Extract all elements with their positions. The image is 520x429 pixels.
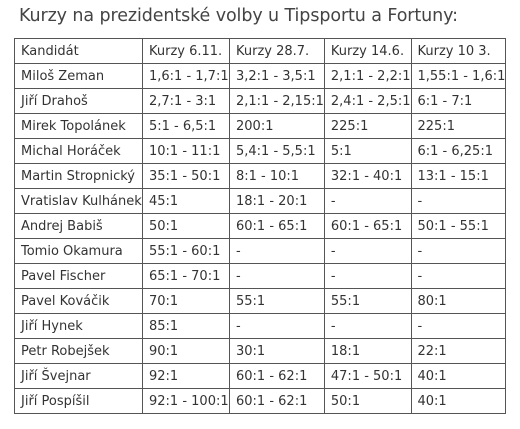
odds-6-11-cell: 45:1	[142, 188, 230, 214]
odds-10-3-cell: -	[410, 238, 507, 264]
odds-14-6-cell: -	[323, 263, 412, 289]
odds-10-3-cell: -	[410, 313, 507, 339]
table-row: Tomio Okamura 55:1 - 60:1- - -	[14, 238, 507, 264]
odds-28-7-cell: 5,4:1 - 5,5:1	[229, 138, 325, 164]
odds-10-3-cell: 50:1 - 55:1	[410, 213, 507, 239]
header-odds-10-3: Kurzy 10 3.	[410, 38, 507, 64]
odds-10-3-cell: 40:1	[410, 363, 507, 389]
odds-6-11-cell: 92:1 - 100:1	[142, 388, 230, 414]
odds-14-6-cell: 50:1	[323, 388, 412, 414]
candidate-cell: Martin Stropnický	[14, 163, 143, 189]
table-row: Martin Stropnický 35:1 - 50:1 8:1 - 10:1 32…	[14, 163, 507, 189]
odds-table: Kandidát Kurzy 6.11. Kurzy 28.7. Kurzy 1…	[14, 38, 507, 414]
odds-28-7-cell: 55:1	[229, 288, 325, 314]
odds-6-11-cell: 55:1 - 60:1	[142, 238, 230, 264]
odds-14-6-cell: 5:1	[323, 138, 412, 164]
odds-14-6-cell: -	[323, 313, 412, 339]
odds-14-6-cell: 18:1	[323, 338, 412, 364]
candidate-cell: Pavel Kováčik	[14, 288, 143, 314]
odds-10-3-cell: -	[410, 263, 507, 289]
table-row: Pavel Fischer 65:1 - 70:1- - -	[14, 263, 507, 289]
table-row: Vratislav Kulhánek 45:1 18:1 - 20:1- -	[14, 188, 507, 214]
odds-14-6-cell: 47:1 - 50:1	[323, 363, 412, 389]
candidate-cell: Jiří Švejnar	[14, 363, 143, 389]
odds-10-3-cell: 22:1	[410, 338, 507, 364]
odds-14-6-cell: -	[323, 188, 412, 214]
table-row: Jiří Švejnar 92:1 60:1 - 62:1 47:1 - 50:1 40…	[14, 363, 507, 389]
table-body: Miloš Zeman 1,6:1 - 1,7:1 3,2:1 - 3,5:1 2,1…	[14, 63, 507, 414]
table-header-row: Kandidát Kurzy 6.11. Kurzy 28.7. Kurzy 1…	[14, 38, 507, 64]
candidate-cell: Petr Robejšek	[14, 338, 143, 364]
odds-14-6-cell: 55:1	[323, 288, 412, 314]
odds-28-7-cell: 8:1 - 10:1	[229, 163, 325, 189]
odds-6-11-cell: 65:1 - 70:1	[142, 263, 230, 289]
odds-10-3-cell: 1,55:1 - 1,6:1	[410, 63, 507, 89]
odds-28-7-cell: 2,1:1 - 2,15:1	[229, 88, 325, 114]
odds-28-7-cell: -	[229, 313, 325, 339]
candidate-cell: Jiří Drahoš	[14, 88, 143, 114]
header-candidate: Kandidát	[14, 38, 143, 64]
candidate-cell: Jiří Hynek	[14, 313, 143, 339]
odds-6-11-cell: 10:1 - 11:1	[142, 138, 230, 164]
odds-14-6-cell: 2,1:1 - 2,2:1	[323, 63, 412, 89]
odds-14-6-cell: 32:1 - 40:1	[323, 163, 412, 189]
odds-14-6-cell: 60:1 - 65:1	[323, 213, 412, 239]
odds-6-11-cell: 2,7:1 - 3:1	[142, 88, 230, 114]
odds-6-11-cell: 50:1	[142, 213, 230, 239]
candidate-cell: Jiří Pospíšil	[14, 388, 143, 414]
candidate-cell: Pavel Fischer	[14, 263, 143, 289]
odds-28-7-cell: 30:1	[229, 338, 325, 364]
table-row: Miloš Zeman 1,6:1 - 1,7:1 3,2:1 - 3,5:1 2,1…	[14, 63, 507, 89]
odds-28-7-cell: 200:1	[229, 113, 325, 139]
table-row: Michal Horáček 10:1 - 11:1 5,4:1 - 5,5:1 5:…	[14, 138, 507, 164]
candidate-cell: Andrej Babiš	[14, 213, 143, 239]
odds-28-7-cell: 60:1 - 62:1	[229, 363, 325, 389]
header-odds-6-11: Kurzy 6.11.	[142, 38, 230, 64]
table-row: Jiří Hynek 85:1- - -	[14, 313, 507, 339]
odds-10-3-cell: 13:1 - 15:1	[410, 163, 507, 189]
candidate-cell: Michal Horáček	[14, 138, 143, 164]
odds-10-3-cell: 80:1	[410, 288, 507, 314]
odds-28-7-cell: 18:1 - 20:1	[229, 188, 325, 214]
odds-10-3-cell: 6:1 - 7:1	[410, 88, 507, 114]
table-row: Jiří Drahoš 2,7:1 - 3:1 2,1:1 - 2,15:1 2,4:…	[14, 88, 507, 114]
table-row: Petr Robejšek 90:1 30:1 18:1 22:1	[14, 338, 507, 364]
odds-28-7-cell: 60:1 - 62:1	[229, 388, 325, 414]
table-row: Jiří Pospíšil 92:1 - 100:1 60:1 - 62:1 50:1…	[14, 388, 507, 414]
page-title: Kurzy na prezidentské volby u Tipsportu …	[19, 6, 458, 26]
odds-10-3-cell: -	[410, 188, 507, 214]
odds-14-6-cell: -	[323, 238, 412, 264]
odds-10-3-cell: 6:1 - 6,25:1	[410, 138, 507, 164]
candidate-cell: Vratislav Kulhánek	[14, 188, 143, 214]
odds-14-6-cell: 2,4:1 - 2,5:1	[323, 88, 412, 114]
odds-6-11-cell: 70:1	[142, 288, 230, 314]
odds-28-7-cell: 60:1 - 65:1	[229, 213, 325, 239]
table-row: Mirek Topolánek 5:1 - 6,5:1 200:1 225:1 225:…	[14, 113, 507, 139]
candidate-cell: Tomio Okamura	[14, 238, 143, 264]
odds-6-11-cell: 5:1 - 6,5:1	[142, 113, 230, 139]
odds-28-7-cell: -	[229, 263, 325, 289]
odds-6-11-cell: 90:1	[142, 338, 230, 364]
header-odds-14-6: Kurzy 14.6.	[323, 38, 412, 64]
odds-28-7-cell: -	[229, 238, 325, 264]
odds-6-11-cell: 85:1	[142, 313, 230, 339]
odds-10-3-cell: 40:1	[410, 388, 507, 414]
candidate-cell: Mirek Topolánek	[14, 113, 143, 139]
odds-6-11-cell: 92:1	[142, 363, 230, 389]
odds-10-3-cell: 225:1	[410, 113, 507, 139]
candidate-cell: Miloš Zeman	[14, 63, 143, 89]
odds-6-11-cell: 1,6:1 - 1,7:1	[142, 63, 230, 89]
odds-14-6-cell: 225:1	[323, 113, 412, 139]
odds-28-7-cell: 3,2:1 - 3,5:1	[229, 63, 325, 89]
odds-6-11-cell: 35:1 - 50:1	[142, 163, 230, 189]
table-row: Pavel Kováčik 70:1 55:1 55:1 80:1	[14, 288, 507, 314]
header-odds-28-7: Kurzy 28.7.	[229, 38, 325, 64]
table-row: Andrej Babiš 50:1 60:1 - 65:1 60:1 - 65:1 50…	[14, 213, 507, 239]
